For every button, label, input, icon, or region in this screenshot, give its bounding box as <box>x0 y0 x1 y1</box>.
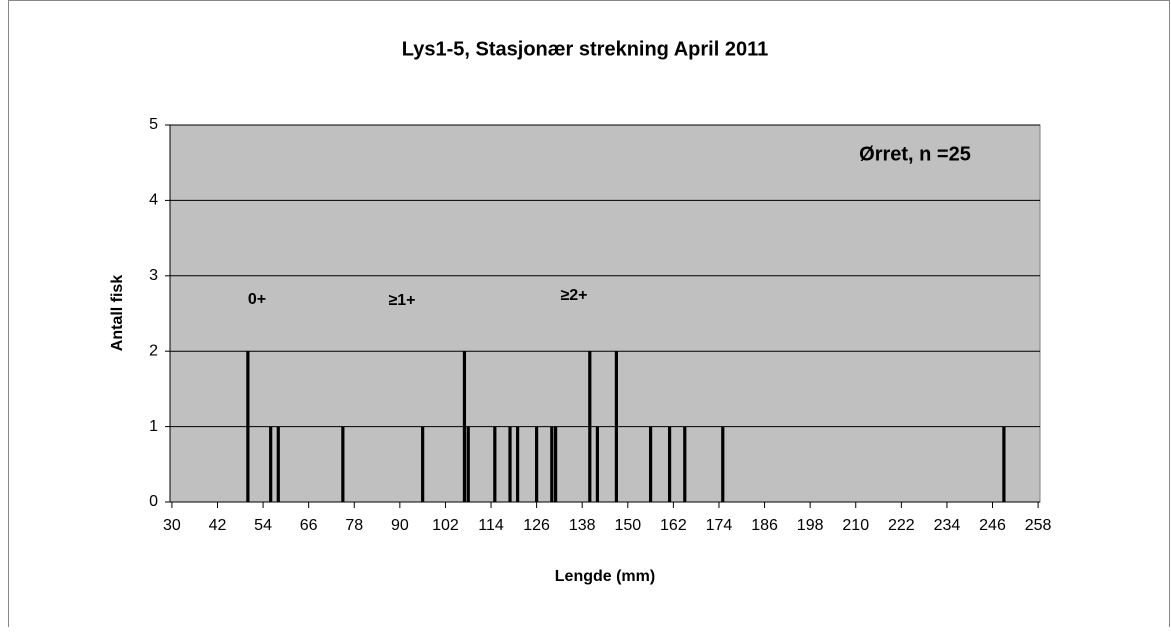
y-tick-label: 5 <box>149 116 158 133</box>
bar <box>341 426 345 502</box>
bar <box>595 426 600 502</box>
x-tick-label: 78 <box>345 517 363 534</box>
y-tick-label: 1 <box>149 418 158 435</box>
bar <box>493 426 497 502</box>
x-tick-label: 30 <box>163 517 181 534</box>
x-tick-label: 198 <box>797 517 824 534</box>
bar <box>614 351 618 502</box>
x-tick-label: 234 <box>934 517 961 534</box>
x-tick-label: 114 <box>478 517 504 534</box>
x-tick-label: 246 <box>979 517 1006 534</box>
x-tick-label: 102 <box>432 517 459 534</box>
x-tick-label: 54 <box>254 517 272 534</box>
x-tick-label: 222 <box>888 517 915 534</box>
y-tick-label: 2 <box>149 342 158 359</box>
bar <box>1002 426 1006 502</box>
x-tick-label: 210 <box>842 517 869 534</box>
plot-area <box>169 124 1041 503</box>
bar <box>721 426 725 502</box>
y-tick-label: 0 <box>149 493 158 510</box>
bar <box>554 426 558 502</box>
bar <box>421 426 425 502</box>
y-tick-label: 4 <box>149 192 158 209</box>
x-tick-label: 126 <box>523 517 550 534</box>
chart-title: Lys1-5, Stasjonær strekning April 2011 <box>402 38 768 60</box>
annotation: ≥1+ <box>388 292 415 309</box>
x-tick-label: 186 <box>751 517 778 534</box>
bar <box>683 426 687 502</box>
y-axis-label: Antall fisk <box>109 275 126 352</box>
x-tick-label: 42 <box>209 517 227 534</box>
x-tick-label: 90 <box>391 517 409 534</box>
bar <box>588 351 592 502</box>
bar <box>667 426 672 502</box>
x-tick-label: 66 <box>300 517 318 534</box>
x-tick-label: 162 <box>660 517 687 534</box>
x-tick-label: 138 <box>569 517 596 534</box>
bar <box>462 351 467 502</box>
bar <box>550 426 554 502</box>
y-tick-label: 3 <box>149 267 158 284</box>
bar <box>516 426 520 502</box>
x-tick-label: 258 <box>1025 517 1052 534</box>
annotation: Ørret, n =25 <box>859 143 971 165</box>
x-tick-label: 174 <box>706 517 733 534</box>
annotation: 0+ <box>248 291 266 308</box>
x-tick-label: 150 <box>614 517 641 534</box>
bar <box>466 426 470 502</box>
bar <box>535 426 539 502</box>
bar <box>508 426 512 502</box>
bar <box>648 426 653 502</box>
bar <box>269 426 273 502</box>
bar <box>276 426 280 502</box>
bar <box>246 351 250 502</box>
x-axis-label: Lengde (mm) <box>555 568 655 585</box>
annotation: ≥2+ <box>560 287 587 304</box>
